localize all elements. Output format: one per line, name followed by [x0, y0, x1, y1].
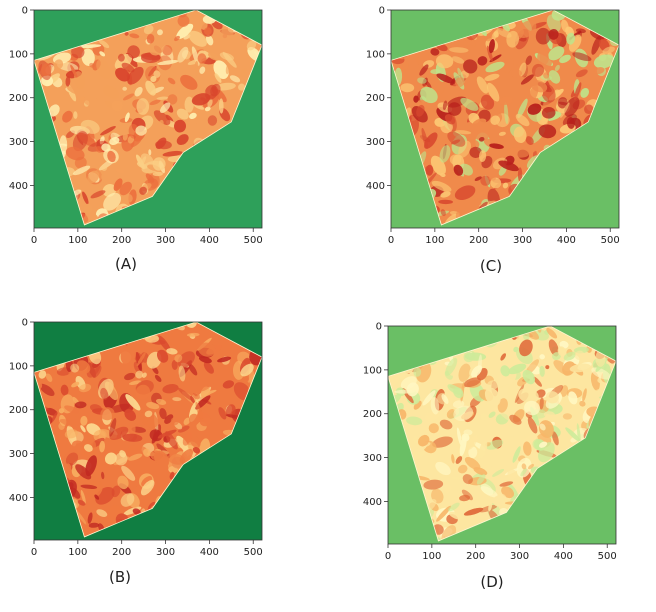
x-tick-label: 200: [466, 551, 485, 562]
x-tick-label: 0: [385, 551, 391, 562]
panel-a: 0 100 200 300 400 500 0 100 200 300 400: [0, 0, 300, 290]
x-tick-label: 200: [469, 235, 488, 246]
y-tick-label: 0: [22, 6, 28, 17]
panel-c: 0 100 200 300 400 500 0 100 200 300 400: [357, 0, 656, 290]
x-tick-label: 400: [554, 551, 573, 562]
axes-frame: [390, 9, 620, 229]
y-tick-label: 100: [363, 365, 382, 376]
field-outline: [33, 321, 263, 538]
y-tick-label: 0: [376, 322, 382, 333]
caption-c: (C): [479, 257, 503, 275]
axes-frame: [387, 325, 617, 545]
x-tick-label: 0: [31, 547, 37, 558]
y-tick-label: 100: [9, 361, 28, 372]
y-tick-label: 400: [366, 181, 385, 192]
field-outline: [390, 9, 620, 226]
field-outline: [387, 325, 617, 542]
x-tick-label: 400: [557, 235, 576, 246]
x-tick-label: 400: [200, 547, 219, 558]
y-tick-label: 300: [366, 137, 385, 148]
x-tick-label: 300: [156, 547, 175, 558]
x-tick-label: 300: [510, 551, 529, 562]
y-tick-label: 300: [363, 453, 382, 464]
x-tick-label: 100: [68, 547, 87, 558]
y-tick-label: 300: [9, 137, 28, 148]
heatmap-d: 0 100 200 300 400 500 0 100 200 300 400: [363, 322, 617, 563]
y-tick-label: 300: [9, 449, 28, 460]
y-tick-label: 200: [9, 405, 28, 416]
y-tick-label: 200: [366, 93, 385, 104]
x-tick-label: 200: [112, 547, 131, 558]
heatmap-a: 0 100 200 300 400 500 0 100 200 300 400: [9, 6, 263, 247]
x-tick-label: 100: [425, 235, 444, 246]
caption-a: (A): [115, 255, 137, 273]
axes-frame: [33, 9, 263, 229]
heatmap-b: 0 100 200 300 400 500 0 100 200 300 400: [9, 318, 263, 559]
x-tick-label: 0: [388, 235, 394, 246]
x-tick-label: 500: [598, 551, 617, 562]
caption-b: (B): [109, 568, 131, 586]
y-tick-label: 100: [366, 49, 385, 60]
y-tick-label: 400: [363, 497, 382, 508]
y-tick-label: 0: [22, 318, 28, 329]
x-tick-label: 300: [513, 235, 532, 246]
panel-b: 0 100 200 300 400 500 0 100 200 300 400: [0, 312, 300, 602]
x-tick-label: 100: [68, 235, 87, 246]
caption-d: (D): [480, 573, 504, 591]
field-outline: [33, 9, 263, 226]
x-tick-label: 200: [112, 235, 131, 246]
y-tick-label: 200: [363, 409, 382, 420]
x-tick-label: 400: [200, 235, 219, 246]
x-tick-label: 100: [422, 551, 441, 562]
y-tick-label: 400: [9, 493, 28, 504]
panel-d: 0 100 200 300 400 500 0 100 200 300 400: [354, 316, 654, 606]
heatmap-c: 0 100 200 300 400 500 0 100 200 300 400: [366, 6, 620, 247]
x-tick-label: 500: [601, 235, 620, 246]
y-tick-label: 400: [9, 181, 28, 192]
x-tick-label: 500: [244, 547, 263, 558]
x-tick-label: 300: [156, 235, 175, 246]
y-tick-label: 0: [379, 6, 385, 17]
y-tick-label: 100: [9, 49, 28, 60]
axes-frame: [33, 321, 263, 541]
y-tick-label: 200: [9, 93, 28, 104]
x-tick-label: 0: [31, 235, 37, 246]
x-tick-label: 500: [244, 235, 263, 246]
